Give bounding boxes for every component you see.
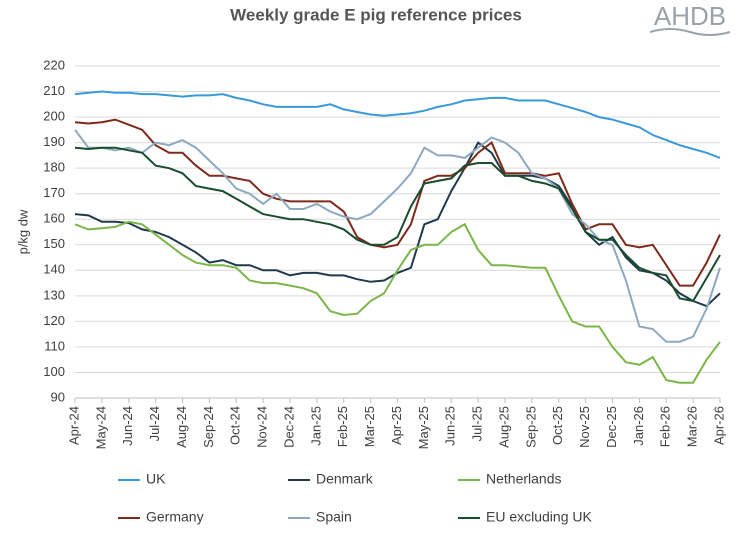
series-line	[74, 118, 721, 287]
series-line	[74, 90, 721, 159]
y-tick-label: 110	[44, 338, 65, 353]
y-tick-label: 200	[43, 109, 65, 124]
legend-label: Spain	[316, 509, 352, 525]
legend-label: Denmark	[316, 471, 374, 487]
y-tick-label: 120	[43, 313, 65, 328]
logo: AHDB	[654, 1, 726, 31]
x-tick-label: Oct-24	[228, 406, 243, 445]
x-tick-label: Jul-25	[470, 406, 485, 441]
x-tick-label: Mar-25	[362, 406, 377, 447]
x-tick-label: Sep-24	[201, 406, 216, 448]
x-tick-label: Nov-24	[255, 406, 270, 448]
y-tick-label: 90	[51, 389, 65, 404]
series-line	[74, 141, 721, 308]
legend-label: Netherlands	[486, 471, 562, 487]
series-line	[74, 129, 721, 343]
x-tick-label: Apr-26	[711, 406, 726, 445]
y-tick-label: 180	[43, 160, 65, 175]
x-tick-label: Apr-25	[389, 406, 404, 445]
y-tick-label: 220	[43, 57, 65, 72]
x-tick-label: Jun-25	[443, 406, 458, 446]
legend-label: EU excluding UK	[486, 509, 592, 525]
x-tick-label: Apr-24	[66, 406, 81, 445]
x-tick-label: Jul-24	[147, 406, 162, 441]
x-tick-label: May-25	[416, 406, 431, 449]
y-tick-label: 160	[43, 211, 65, 226]
x-tick-label: Sep-25	[523, 406, 538, 448]
y-tick-label: 190	[43, 134, 65, 149]
logo-wave	[649, 28, 731, 36]
x-tick-label: Oct-25	[550, 406, 565, 445]
x-tick-label: Dec-25	[604, 406, 619, 448]
y-tick-label: 100	[43, 364, 65, 379]
x-tick-label: Jan-25	[308, 406, 323, 446]
x-tick-label: Jan-26	[631, 406, 646, 446]
x-tick-label: Aug-24	[174, 406, 189, 448]
legend-label: UK	[146, 471, 166, 487]
y-tick-label: 170	[43, 185, 65, 200]
x-tick-label: Feb-26	[658, 406, 673, 447]
x-tick-label: Jun-24	[120, 406, 135, 446]
series-line	[74, 220, 721, 384]
x-tick-label: Dec-24	[281, 406, 296, 448]
y-tick-label: 210	[43, 83, 65, 98]
y-tick-label: 150	[43, 236, 65, 251]
chart-title: Weekly grade E pig reference prices	[230, 5, 522, 24]
x-tick-label: Nov-25	[577, 406, 592, 448]
y-axis-label: p/kg dw	[15, 209, 30, 254]
y-tick-label: 140	[43, 262, 65, 277]
x-tick-label: Aug-25	[496, 406, 511, 448]
y-tick-label: 130	[43, 287, 65, 302]
series-line	[74, 146, 721, 303]
x-tick-label: Feb-25	[335, 406, 350, 447]
x-tick-label: May-24	[93, 406, 108, 449]
x-tick-label: Mar-26	[685, 406, 700, 447]
legend-label: Germany	[146, 509, 204, 525]
